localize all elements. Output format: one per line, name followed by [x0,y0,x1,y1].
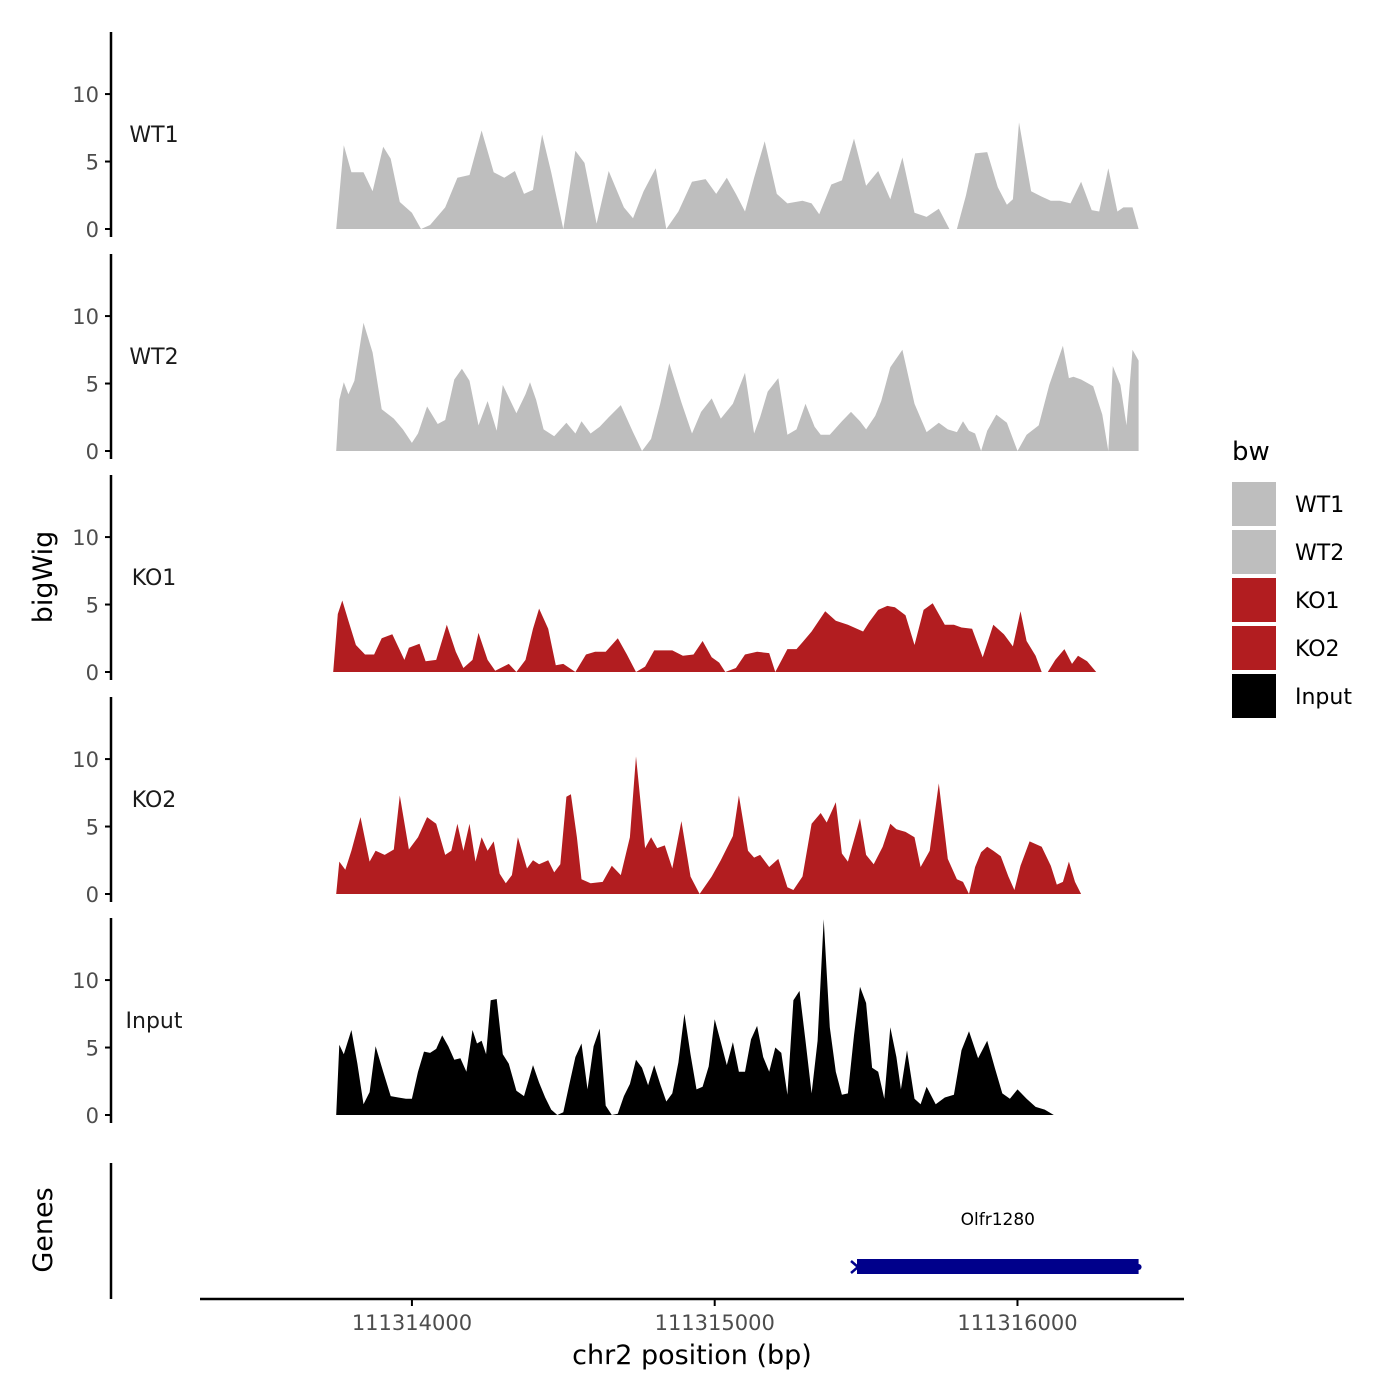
y-tick-label: 0 [86,1104,99,1128]
legend-swatch [1232,674,1276,718]
gene-end-marker [1135,1264,1142,1270]
legend-label: KO1 [1295,589,1340,614]
y-tick-label: 5 [86,816,99,840]
strand-arrow-icon [850,1260,860,1274]
legend-label: KO2 [1295,637,1340,662]
gene-body [857,1259,1139,1274]
x-tick-label: 111316000 [957,1311,1077,1335]
x-tick-label: 111315000 [655,1311,775,1335]
track-label: WT2 [129,345,178,370]
legend-swatch [1232,482,1276,526]
coverage-area-wt1 [336,122,1139,229]
track-label: WT1 [129,123,178,148]
y-tick-label: 0 [86,440,99,464]
y-tick-label: 0 [86,883,99,907]
legend-swatch [1232,530,1276,574]
gene-label: Olfr1280 [961,1210,1035,1230]
y-tick-label: 10 [72,969,99,993]
track-label: Input [126,1009,183,1034]
legend-label: WT1 [1295,493,1344,518]
legend-entry-ko1: KO1 [1232,578,1340,622]
x-axis-title: chr2 position (bp) [572,1340,812,1371]
track-wt2: 0 5 10 WT2 [72,254,1139,464]
legend: bw WT1 WT2 KO1 KO2 Input [1232,437,1352,718]
track-ko2: 0 5 10 KO2 [72,697,1136,907]
coverage-area-ko1 [333,600,1133,672]
gene-olfr1280: Olfr1280 [850,1210,1142,1274]
genes-axis-title: Genes [28,1187,59,1272]
legend-entry-input: Input [1232,674,1352,718]
coverage-area-wt2 [336,322,1139,451]
coverage-area-ko2 [336,756,1136,894]
tracks-panel: 0 5 10 WT1 0 5 10 WT2 0 5 10 KO1 0 5 10 KO2 0 5 10 Input [72,32,1139,1128]
x-tick-label: 111314000 [352,1311,472,1335]
x-axis: 111314000 111315000 111316000 chr2 positio… [200,1297,1184,1371]
coverage-area-input [336,919,1133,1115]
legend-entry-ko2: KO2 [1232,626,1340,670]
legend-entry-wt1: WT1 [1232,482,1344,526]
legend-swatch [1232,578,1276,622]
genes-panel: Genes Olfr1280 [28,1163,1142,1299]
track-input: 0 5 10 Input [72,918,1133,1128]
legend-label: WT2 [1295,541,1344,566]
y-tick-label: 0 [86,661,99,685]
y-tick-label: 0 [86,218,99,242]
legend-entry-wt2: WT2 [1232,530,1344,574]
y-axis-title: bigWig [28,531,59,624]
legend-label: Input [1295,685,1352,710]
y-tick-label: 5 [86,151,99,175]
track-label: KO1 [132,566,177,591]
track-ko1: 0 5 10 KO1 [72,475,1133,685]
y-tick-label: 10 [72,83,99,107]
y-tick-label: 10 [72,526,99,550]
legend-title: bw [1232,437,1270,467]
y-tick-label: 10 [72,305,99,329]
y-tick-label: 5 [86,594,99,618]
y-tick-label: 5 [86,373,99,397]
track-label: KO2 [132,788,177,813]
y-tick-label: 10 [72,748,99,772]
y-tick-label: 5 [86,1037,99,1061]
track-wt1: 0 5 10 WT1 [72,32,1139,242]
legend-swatch [1232,626,1276,670]
